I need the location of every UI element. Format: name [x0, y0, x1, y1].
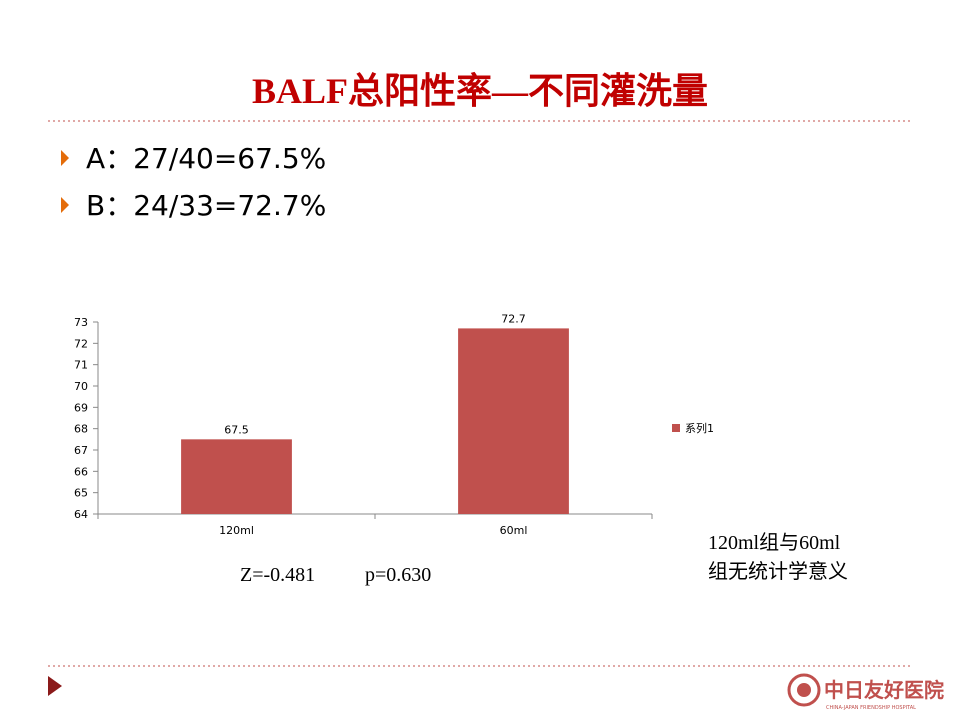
conclusion: 组无统计学意义: [708, 560, 848, 583]
bar: [458, 328, 569, 514]
data-label: 72.7: [501, 312, 526, 325]
y-tick-label: 72: [74, 337, 88, 350]
y-tick-label: 66: [74, 465, 88, 478]
legend-label: 系列1: [685, 421, 714, 435]
y-tick-label: 68: [74, 423, 88, 436]
bullet-icon: [61, 150, 69, 166]
y-tick-label: 67: [74, 444, 88, 457]
y-tick-label: 65: [74, 487, 88, 500]
logo-subtitle: CHINA-JAPAN FRIENDSHIP HOSPITAL: [826, 705, 916, 711]
bullet: A：27/40=67.5%: [86, 142, 326, 175]
statistic: Z=-0.481: [240, 564, 315, 586]
bar: [181, 439, 292, 514]
logo-name: 中日友好医院: [824, 678, 944, 702]
conclusion: 120ml组与60ml: [708, 531, 841, 554]
y-tick-label: 70: [74, 380, 88, 393]
bullet: B：24/33=72.7%: [86, 189, 326, 222]
chart: 64 65 66 67 68 69 70 71 72 73 120ml 67.5 60ml 72.7 系列1: [74, 312, 714, 537]
y-tick-label: 71: [74, 359, 88, 372]
y-tick-label: 73: [74, 316, 88, 329]
x-tick-label: 60ml: [500, 524, 528, 537]
y-tick-label: 69: [74, 401, 88, 414]
legend-swatch: [672, 424, 680, 432]
slide-title: BALF总阳性率—不同灌洗量: [252, 71, 708, 111]
x-tick-label: 120ml: [219, 524, 254, 537]
nav-icon: [48, 676, 62, 696]
y-tick-label: 64: [74, 508, 88, 521]
data-label: 67.5: [224, 423, 249, 436]
bullet-icon: [61, 197, 69, 213]
logo-icon: [797, 683, 811, 697]
statistic: p=0.630: [365, 564, 431, 586]
logo-icon: [787, 673, 821, 707]
